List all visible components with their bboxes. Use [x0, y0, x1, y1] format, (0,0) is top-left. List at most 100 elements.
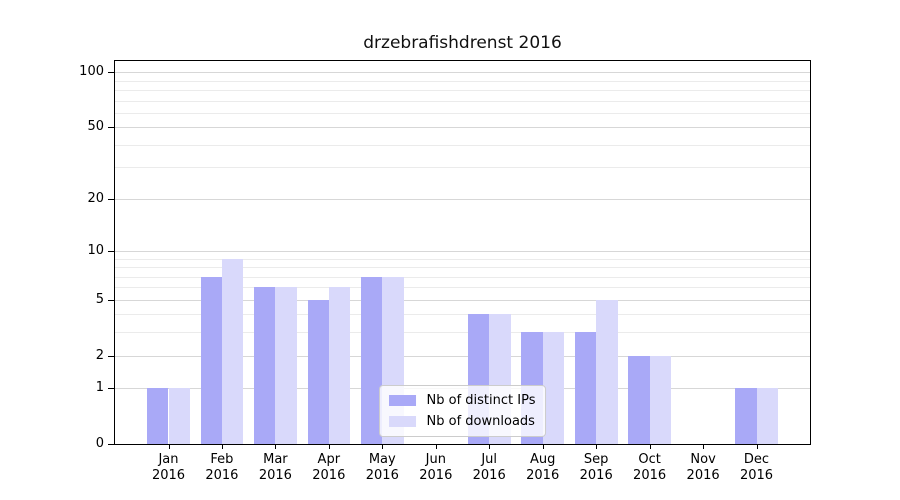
x-tick-month: Oct — [638, 452, 661, 467]
y-tick-label-2: 2 — [95, 347, 104, 363]
bar-may-distinct-ips — [360, 276, 383, 444]
x-tick-month: Jan — [158, 452, 179, 467]
gridline-major-100 — [115, 72, 810, 74]
x-tick-year: 2016 — [739, 468, 774, 483]
y-tick-0 — [108, 444, 114, 445]
gridline-minor-60 — [115, 112, 810, 114]
gridline-minor-3 — [115, 332, 810, 334]
x-tick-month: Jun — [425, 452, 446, 467]
plot-area: Nb of distinct IPs Nb of downloads — [114, 60, 811, 445]
legend-label-distinct-ips: Nb of distinct IPs — [426, 393, 536, 408]
gridline-minor-8 — [115, 267, 810, 268]
x-tick-month: Mar — [263, 452, 288, 467]
x-tick-aug — [542, 444, 544, 449]
x-tick-month: Aug — [529, 452, 556, 467]
bar-jan-downloads — [168, 388, 190, 444]
x-tick-label-oct: Oct 2016 — [610, 452, 690, 484]
bar-apr-distinct-ips — [307, 299, 329, 444]
x-tick-jun — [435, 444, 437, 449]
x-tick-label-apr: Apr 2016 — [289, 452, 369, 484]
x-tick-label-feb: Feb 2016 — [182, 452, 262, 484]
x-tick-month: Feb — [210, 452, 234, 467]
x-tick-year: 2016 — [472, 468, 506, 483]
x-tick-year: 2016 — [258, 468, 292, 483]
legend-item-downloads: Nb of downloads — [388, 414, 536, 429]
x-tick-may — [382, 444, 384, 449]
bar-sep-downloads — [596, 299, 618, 444]
y-tick-10 — [108, 250, 114, 252]
x-tick-year: 2016 — [633, 468, 667, 483]
x-tick-dec — [756, 444, 758, 449]
bar-feb-distinct-ips — [200, 276, 222, 444]
x-tick-label-sep: Sep 2016 — [556, 452, 636, 484]
x-tick-sep — [596, 444, 598, 449]
x-tick-label-aug: Aug 2016 — [503, 452, 583, 484]
gridline-major-10 — [115, 250, 810, 252]
x-tick-label-dec: Dec 2016 — [717, 452, 797, 484]
x-tick-year: 2016 — [312, 468, 346, 483]
x-tick-year: 2016 — [151, 468, 186, 483]
bar-feb-downloads — [221, 258, 244, 444]
legend-swatch-downloads — [388, 416, 416, 427]
x-tick-year: 2016 — [205, 468, 239, 483]
x-tick-month: Apr — [317, 452, 341, 467]
gridline-major-20 — [115, 198, 810, 200]
x-tick-label-nov: Nov 2016 — [663, 452, 743, 484]
gridline-major-50 — [115, 127, 810, 129]
x-tick-label-may: May 2016 — [342, 452, 422, 484]
y-tick-label-100: 100 — [79, 64, 104, 80]
bar-oct-downloads — [649, 355, 671, 444]
y-tick-label-1: 1 — [95, 380, 104, 396]
gridline-minor-80 — [115, 89, 810, 91]
x-tick-label-jun: Jun 2016 — [396, 452, 476, 484]
x-tick-jan — [168, 444, 170, 449]
x-tick-month: Nov — [690, 452, 716, 467]
gridline-minor-4 — [115, 314, 810, 316]
gridline-minor-9 — [115, 258, 810, 260]
x-tick-year: 2016 — [526, 468, 560, 483]
x-tick-nov — [703, 444, 705, 449]
x-tick-mar — [275, 444, 277, 449]
gridline-minor-30 — [115, 167, 810, 169]
bar-oct-distinct-ips — [628, 355, 650, 444]
legend-label-downloads: Nb of downloads — [426, 414, 535, 429]
gridline-minor-7 — [115, 276, 810, 278]
gridline-minor-40 — [115, 144, 810, 146]
y-tick-label-0: 0 — [95, 436, 104, 451]
gridline-major-5 — [115, 299, 810, 301]
x-tick-month: Jul — [481, 452, 498, 467]
x-tick-month: May — [368, 452, 396, 467]
gridline-minor-6 — [115, 287, 810, 289]
y-tick-50 — [108, 127, 114, 129]
x-tick-oct — [649, 444, 651, 449]
gridline-major-2 — [115, 355, 810, 357]
y-tick-label-20: 20 — [87, 190, 104, 206]
x-tick-apr — [328, 444, 330, 449]
x-tick-jul — [489, 444, 491, 449]
y-tick-label-5: 5 — [95, 291, 104, 307]
y-tick-label-50: 50 — [87, 119, 104, 135]
x-tick-label-jan: Jan 2016 — [129, 452, 209, 484]
x-tick-year: 2016 — [365, 468, 399, 483]
bar-sep-distinct-ips — [574, 332, 597, 444]
legend-swatch-distinct-ips — [388, 395, 416, 406]
chart-title: drzebrafishdrenst 2016 — [363, 33, 562, 53]
y-tick-100 — [108, 72, 114, 74]
y-tick-20 — [108, 198, 114, 200]
gridline-minor-90 — [115, 80, 810, 82]
bar-mar-distinct-ips — [254, 287, 276, 444]
y-tick-1 — [108, 388, 114, 390]
bar-jan-distinct-ips — [147, 388, 169, 444]
x-tick-year: 2016 — [686, 468, 720, 483]
x-tick-year: 2016 — [579, 468, 613, 483]
x-tick-feb — [221, 444, 223, 449]
x-tick-label-jul: Jul 2016 — [449, 452, 529, 484]
bar-dec-distinct-ips — [735, 388, 757, 444]
x-tick-month: Dec — [743, 452, 770, 467]
x-tick-label-mar: Mar 2016 — [235, 452, 315, 484]
y-tick-5 — [108, 299, 114, 301]
y-tick-2 — [108, 355, 114, 357]
y-tick-label-10: 10 — [87, 242, 104, 258]
legend: Nb of distinct IPs Nb of downloads — [378, 385, 547, 437]
